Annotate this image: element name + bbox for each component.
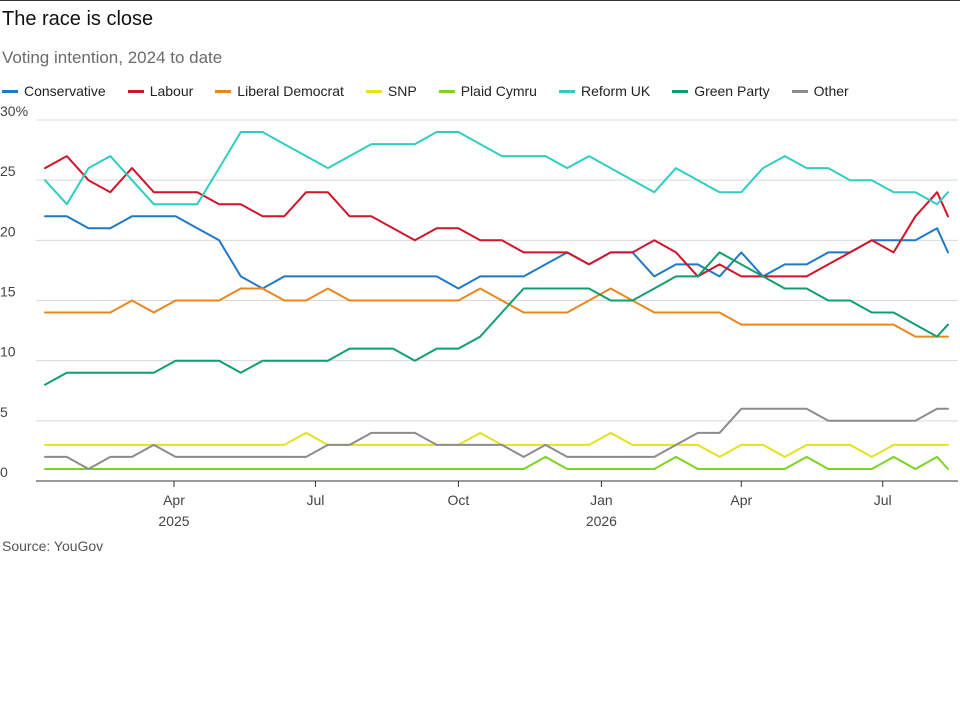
x-tick-label: Jan: [590, 492, 613, 508]
y-tick-label: 20: [0, 223, 16, 239]
legend-swatch: [2, 89, 18, 93]
x-tick-label: Jul: [306, 492, 324, 508]
series-line-labour: [44, 155, 949, 278]
y-tick-label: 10: [0, 344, 16, 360]
y-tick-label: 25: [0, 163, 16, 179]
legend-swatch: [558, 89, 575, 93]
legend-item-conservative: Conservative: [2, 83, 106, 99]
legend-label: Reform UK: [580, 83, 651, 99]
series-line-conservative: [44, 215, 949, 290]
legend-item-liberal-democrat: Liberal Democrat: [215, 83, 344, 99]
series-line-green-party: [44, 251, 949, 386]
legend-label: Labour: [149, 83, 194, 99]
chart-title: The race is close: [2, 8, 154, 30]
x-tick-label: Jul: [874, 492, 892, 508]
legend-item-snp: SNP: [365, 83, 417, 99]
legend-label: Conservative: [24, 83, 106, 99]
legend-swatch: [127, 89, 144, 93]
legend-label: Plaid Cymru: [460, 83, 537, 99]
legend: Conservative Labour Liberal Democrat SNP Pla…: [2, 82, 871, 100]
x-tick-label: Apr: [730, 492, 752, 508]
x-tick-year-label: 2026: [586, 513, 617, 529]
top-rule: [0, 0, 960, 1]
legend-item-plaid-cymru: Plaid Cymru: [438, 83, 537, 99]
series-line-liberal-democrat: [44, 287, 949, 338]
y-tick-label: 5: [0, 404, 8, 420]
legend-swatch: [215, 89, 232, 93]
series-line-plaid-cymru: [44, 455, 949, 470]
series-line-snp: [44, 431, 949, 458]
legend-item-other: Other: [791, 83, 849, 99]
legend-label: Liberal Democrat: [237, 83, 344, 99]
legend-label: SNP: [387, 83, 417, 99]
source-note: Source: YouGov: [2, 538, 104, 554]
legend-item-reform-uk: Reform UK: [558, 83, 651, 99]
legend-item-labour: Labour: [127, 83, 194, 99]
series-line-reform-uk: [44, 131, 949, 206]
legend-swatch: [791, 89, 808, 93]
y-tick-label: 0: [0, 464, 8, 480]
y-tick-label: 15: [0, 284, 16, 300]
series-line-other: [44, 407, 949, 470]
y-tick-label: 30%: [0, 103, 28, 119]
x-tick-label: Apr: [163, 492, 185, 508]
x-tick-label: Oct: [448, 492, 470, 508]
chart-subtitle: Voting intention, 2024 to date: [2, 48, 223, 67]
legend-label: Green Party: [694, 83, 770, 99]
legend-item-green-party: Green Party: [672, 83, 770, 99]
x-tick-year-label: 2025: [158, 513, 189, 529]
legend-swatch: [672, 89, 689, 93]
legend-label: Other: [813, 83, 849, 99]
legend-swatch: [365, 89, 382, 93]
legend-swatch: [438, 89, 455, 93]
